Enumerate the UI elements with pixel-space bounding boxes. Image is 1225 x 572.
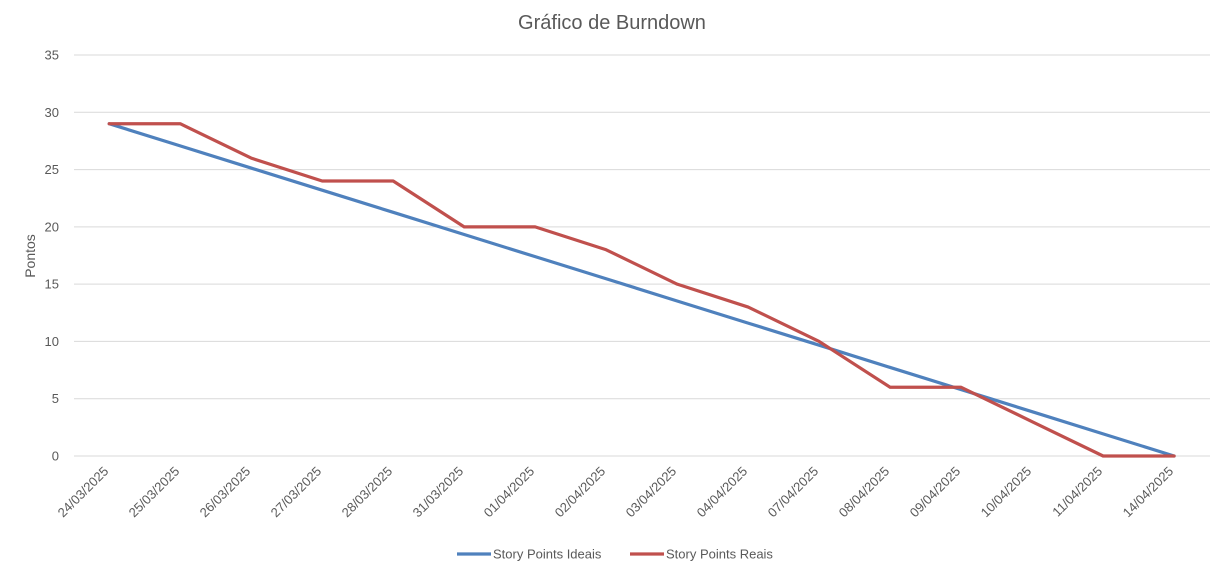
y-axis-label: Pontos bbox=[22, 234, 38, 278]
grid-layer bbox=[74, 54, 1210, 457]
series-line-2 bbox=[107, 122, 1176, 458]
legend: Story Points Ideais Story Points Reais bbox=[457, 547, 773, 562]
x-tick-label: 10/04/2025 bbox=[978, 464, 1035, 521]
x-tick-label: 24/03/2025 bbox=[55, 464, 112, 521]
y-tick-layer: 0 5 10 15 20 25 30 35 bbox=[45, 48, 59, 464]
y-tick-label: 10 bbox=[45, 334, 59, 349]
x-tick-label: 11/04/2025 bbox=[1049, 464, 1105, 520]
x-tick-label: 02/04/2025 bbox=[552, 464, 609, 521]
x-tick-label: 25/03/2025 bbox=[126, 464, 183, 521]
y-tick-label: 25 bbox=[45, 162, 59, 177]
x-tick-label: 08/04/2025 bbox=[836, 464, 893, 521]
y-tick-label: 0 bbox=[52, 449, 59, 464]
x-tick-label: 28/03/2025 bbox=[339, 464, 396, 521]
y-tick-label: 5 bbox=[52, 391, 59, 406]
y-tick-label: 20 bbox=[45, 219, 59, 234]
x-tick-label: 01/04/2025 bbox=[481, 464, 538, 521]
x-tick-label: 09/04/2025 bbox=[907, 464, 964, 521]
chart-title: Gráfico de Burndown bbox=[518, 12, 706, 34]
legend-label-1: Story Points Ideais bbox=[493, 547, 602, 562]
x-tick-label: 14/04/2025 bbox=[1120, 464, 1177, 521]
y-tick-label: 35 bbox=[45, 48, 59, 63]
x-tick-label: 03/04/2025 bbox=[623, 464, 680, 521]
x-tick-layer: 24/03/2025 25/03/2025 26/03/2025 27/03/2025… bbox=[55, 464, 1177, 521]
x-tick-label: 31/03/2025 bbox=[410, 464, 467, 521]
series-layer bbox=[107, 122, 1176, 458]
y-tick-label: 15 bbox=[45, 277, 59, 292]
x-tick-label: 04/04/2025 bbox=[694, 464, 751, 521]
y-tick-label: 30 bbox=[45, 105, 59, 120]
series-line-1 bbox=[107, 122, 1176, 458]
x-tick-label: 26/03/2025 bbox=[197, 464, 254, 521]
x-tick-label: 27/03/2025 bbox=[268, 464, 325, 521]
x-tick-label: 07/04/2025 bbox=[765, 464, 822, 521]
legend-label-2: Story Points Reais bbox=[666, 547, 773, 562]
